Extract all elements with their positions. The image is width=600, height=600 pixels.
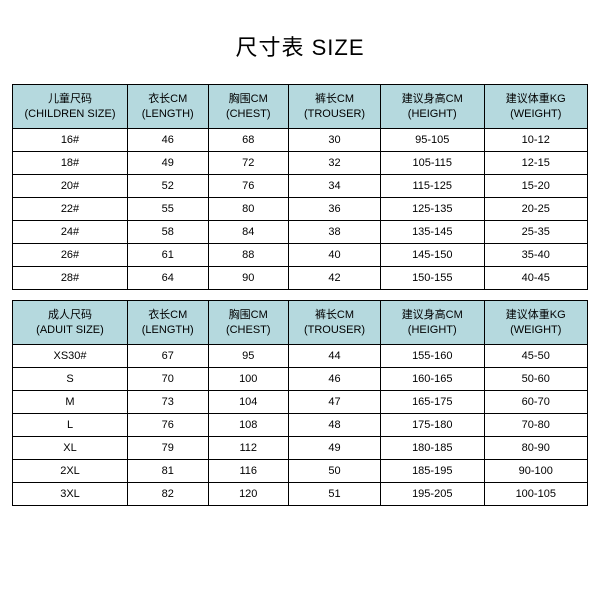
table-row: 28#649042150-15540-45 [13,267,588,290]
table-row: 22#558036125-13520-25 [13,198,588,221]
col-header: 衣长CM(LENGTH) [128,85,209,129]
col-header: 建议体重KG(WEIGHT) [484,301,588,345]
table-row: 20#527634115-12515-20 [13,175,588,198]
col-header: 裤长CM(TROUSER) [289,85,381,129]
table-row: 2XL8111650185-19590-100 [13,460,588,483]
table-row: XL7911249180-18580-90 [13,437,588,460]
table-row: 24#588438135-14525-35 [13,221,588,244]
col-header: 儿童尺码(CHILDREN SIZE) [13,85,128,129]
col-header: 衣长CM(LENGTH) [128,301,209,345]
col-header: 胸围CM(CHEST) [208,85,289,129]
size-chart-page: 尺寸表 SIZE 儿童尺码(CHILDREN SIZE) 衣长CM(LENGTH… [0,0,600,600]
children-header-row: 儿童尺码(CHILDREN SIZE) 衣长CM(LENGTH) 胸围CM(CH… [13,85,588,129]
children-size-table: 儿童尺码(CHILDREN SIZE) 衣长CM(LENGTH) 胸围CM(CH… [12,84,588,290]
adult-body: XS30#679544155-16045-50 S7010046160-1655… [13,345,588,506]
table-row: S7010046160-16550-60 [13,368,588,391]
table-gap [12,290,588,300]
adult-header-row: 成人尺码(ADUIT SIZE) 衣长CM(LENGTH) 胸围CM(CHEST… [13,301,588,345]
col-header: 成人尺码(ADUIT SIZE) [13,301,128,345]
adult-size-table: 成人尺码(ADUIT SIZE) 衣长CM(LENGTH) 胸围CM(CHEST… [12,300,588,506]
table-row: XS30#679544155-16045-50 [13,345,588,368]
col-header: 建议体重KG(WEIGHT) [484,85,588,129]
table-row: 26#618840145-15035-40 [13,244,588,267]
col-header: 裤长CM(TROUSER) [289,301,381,345]
col-header: 胸围CM(CHEST) [208,301,289,345]
table-row: 16#46683095-10510-12 [13,129,588,152]
table-row: 3XL8212051195-205100-105 [13,483,588,506]
page-title: 尺寸表 SIZE [12,30,588,62]
table-row: M7310447165-17560-70 [13,391,588,414]
table-row: 18#497232105-11512-15 [13,152,588,175]
col-header: 建议身高CM(HEIGHT) [381,85,485,129]
col-header: 建议身高CM(HEIGHT) [381,301,485,345]
children-body: 16#46683095-10510-12 18#497232105-11512-… [13,129,588,290]
table-row: L7610848175-18070-80 [13,414,588,437]
